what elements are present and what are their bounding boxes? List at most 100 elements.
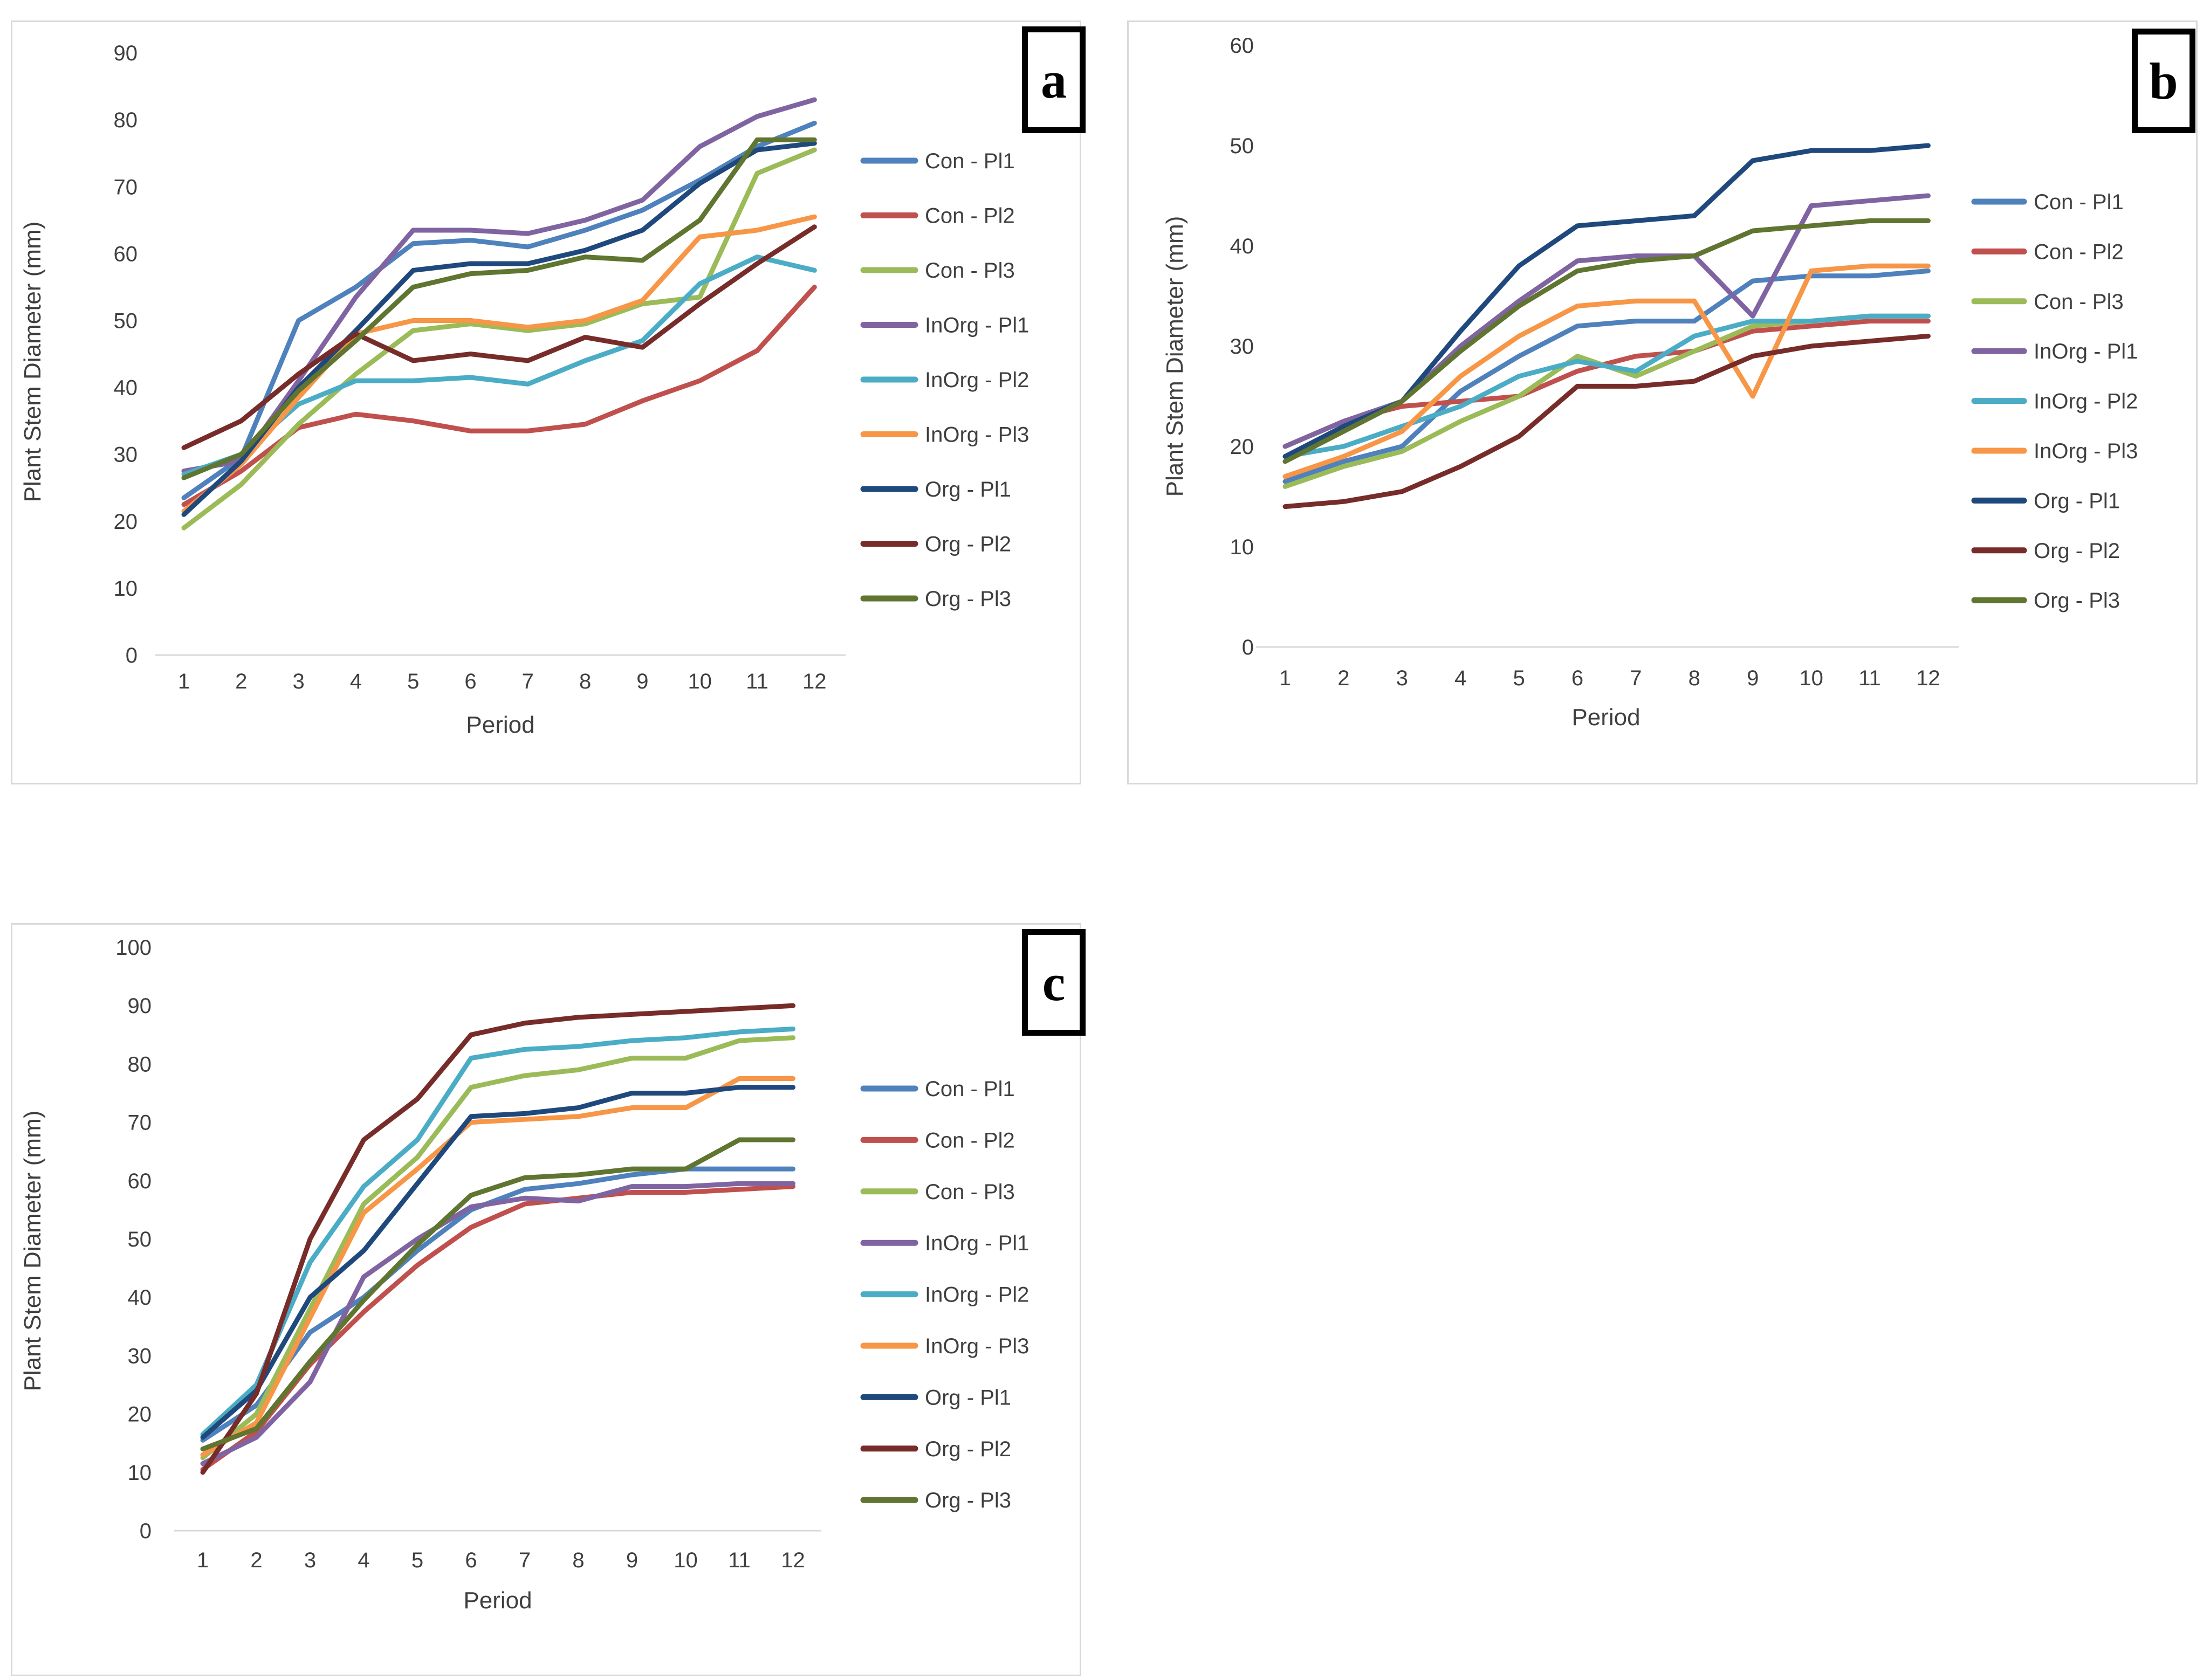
series-line-con-pl3	[181, 147, 817, 531]
x-tick-label: 11	[728, 1548, 751, 1572]
series-line-con-pl2	[1282, 319, 1931, 449]
legend-label: Con - Pl3	[925, 1180, 1015, 1204]
x-tick-label: 4	[358, 1548, 369, 1572]
x-tick-label: 11	[1858, 666, 1881, 690]
legend-label: Org - Pl3	[925, 1489, 1011, 1512]
series-line-con-pl2	[181, 284, 817, 507]
legend-label: Con - Pl1	[2034, 190, 2124, 214]
x-tick-label: 7	[1630, 666, 1642, 690]
y-tick-label: 20	[114, 510, 138, 534]
y-tick-label: 30	[114, 443, 138, 467]
y-tick-label: 70	[128, 1111, 152, 1135]
x-tick-label: 6	[1571, 666, 1583, 690]
x-tick-label: 4	[350, 670, 362, 693]
y-tick-label: 0	[140, 1519, 152, 1543]
y-tick-label: 10	[128, 1461, 152, 1485]
x-tick-label: 4	[1454, 666, 1466, 690]
series-line-con-pl1	[200, 1166, 795, 1443]
series-line-org-pl2	[181, 224, 817, 450]
series-line-inorg-pl3	[1282, 263, 1931, 479]
x-tick-label: 9	[636, 670, 648, 693]
x-tick-label: 7	[519, 1548, 531, 1572]
series-line-org-pl3	[181, 137, 817, 480]
x-axis-title: Period	[463, 1587, 532, 1614]
legend-label: Org - Pl2	[2034, 539, 2120, 563]
x-tick-label: 2	[235, 670, 247, 693]
legend-item: Con - Pl2	[1971, 240, 2124, 264]
panel-a: 0 10 20 30 40 50 60 70 80 90 1 2 3 4 5 6 7 8 9 10 11 12 Period…	[11, 20, 1086, 784]
x-tick-label: 11	[746, 670, 768, 693]
legend-item: Org - Pl2	[860, 533, 1011, 556]
series-line-inorg-pl3	[181, 214, 817, 514]
y-tick-label: 60	[1230, 34, 1254, 58]
y-tick-label: 40	[1230, 235, 1254, 258]
x-axis-title: Period	[1571, 704, 1640, 731]
y-tick-label: 30	[1230, 335, 1254, 359]
y-tick-label: 80	[114, 108, 138, 132]
y-tick-label: 80	[128, 1052, 152, 1076]
legend-item: InOrg - Pl2	[860, 368, 1029, 392]
legend-label: Org - Pl3	[925, 587, 1011, 611]
x-tick-label: 12	[781, 1548, 805, 1572]
y-tick-label: 90	[114, 42, 138, 65]
legend-label: InOrg - Pl3	[925, 1334, 1029, 1358]
series-line-con-pl3	[1282, 313, 1931, 489]
y-tick-label: 50	[1230, 134, 1254, 158]
y-tick-label: 60	[128, 1169, 152, 1193]
x-tick-label: 6	[464, 670, 476, 693]
x-tick-label: 7	[522, 670, 534, 693]
legend-item: Org - Pl2	[1971, 539, 2120, 563]
x-tick-label: 3	[304, 1548, 316, 1572]
x-tick-label: 5	[1513, 666, 1525, 690]
x-tick-label: 1	[178, 670, 190, 693]
legend-item: InOrg - Pl3	[860, 1334, 1029, 1358]
x-tick-label: 12	[802, 670, 827, 693]
y-tick-label: 90	[128, 994, 152, 1018]
legend-item: Org - Pl1	[860, 1386, 1011, 1409]
y-axis-title: Plant Stem Diameter (mm)	[1162, 216, 1188, 497]
x-tick-label: 5	[411, 1548, 423, 1572]
y-tick-label: 10	[114, 577, 138, 601]
legend-label: InOrg - Pl3	[2034, 439, 2138, 463]
y-tick-label: 0	[1242, 636, 1254, 659]
legend-label: InOrg - Pl2	[925, 368, 1029, 392]
x-tick-label: 1	[1279, 666, 1291, 690]
legend-label: InOrg - Pl3	[925, 423, 1029, 447]
y-tick-label: 20	[1230, 435, 1254, 459]
x-axis-title: Period	[466, 712, 534, 738]
panel-letter-box-b: b	[2132, 29, 2195, 133]
x-tick-label: 10	[674, 1548, 698, 1572]
series-line-org-pl2	[1282, 333, 1931, 509]
legend-label: InOrg - Pl1	[2034, 340, 2138, 363]
legend-label: Con - Pl1	[925, 149, 1015, 173]
series-line-inorg-pl2	[1282, 313, 1931, 459]
legend-item: InOrg - Pl1	[860, 1231, 1029, 1255]
x-tick-label: 3	[292, 670, 304, 693]
y-tick-label: 10	[1230, 535, 1254, 559]
series-line-org-pl2	[200, 1003, 795, 1475]
y-tick-label: 0	[126, 644, 138, 667]
series-line-inorg-pl1	[181, 97, 817, 474]
panel-c: 0 10 20 30 40 50 60 70 80 90 100 1 2 3 4 5 6 7 8 9 10 11 12 Per…	[11, 923, 1086, 1676]
x-tick-label: 9	[1747, 666, 1759, 690]
series-line-org-pl3	[200, 1137, 795, 1452]
series-line-con-pl1	[1282, 268, 1931, 484]
legend-item: Con - Pl3	[860, 259, 1015, 283]
panel-letter-a: a	[1041, 51, 1067, 109]
chart-a: 0 10 20 30 40 50 60 70 80 90 1 2 3 4 5 6 7 8 9 10 11 12 Period…	[12, 22, 1080, 783]
x-tick-label: 10	[688, 670, 712, 693]
x-tick-label: 6	[465, 1548, 477, 1572]
panel-letter-box-a: a	[1022, 26, 1086, 133]
legend-label: Org - Pl2	[925, 1437, 1011, 1461]
y-tick-label: 40	[114, 376, 138, 400]
legend-label: Con - Pl3	[925, 259, 1015, 283]
chart-c: 0 10 20 30 40 50 60 70 80 90 100 1 2 3 4 5 6 7 8 9 10 11 12 Per…	[12, 925, 1080, 1675]
panel-letter-b: b	[2149, 52, 2178, 110]
series-line-org-pl3	[1282, 218, 1931, 464]
legend-item: Org - Pl2	[860, 1437, 1011, 1461]
legend-label: Con - Pl1	[925, 1077, 1015, 1101]
legend-item: InOrg - Pl2	[1971, 390, 2138, 414]
series-line-inorg-pl3	[200, 1076, 795, 1457]
